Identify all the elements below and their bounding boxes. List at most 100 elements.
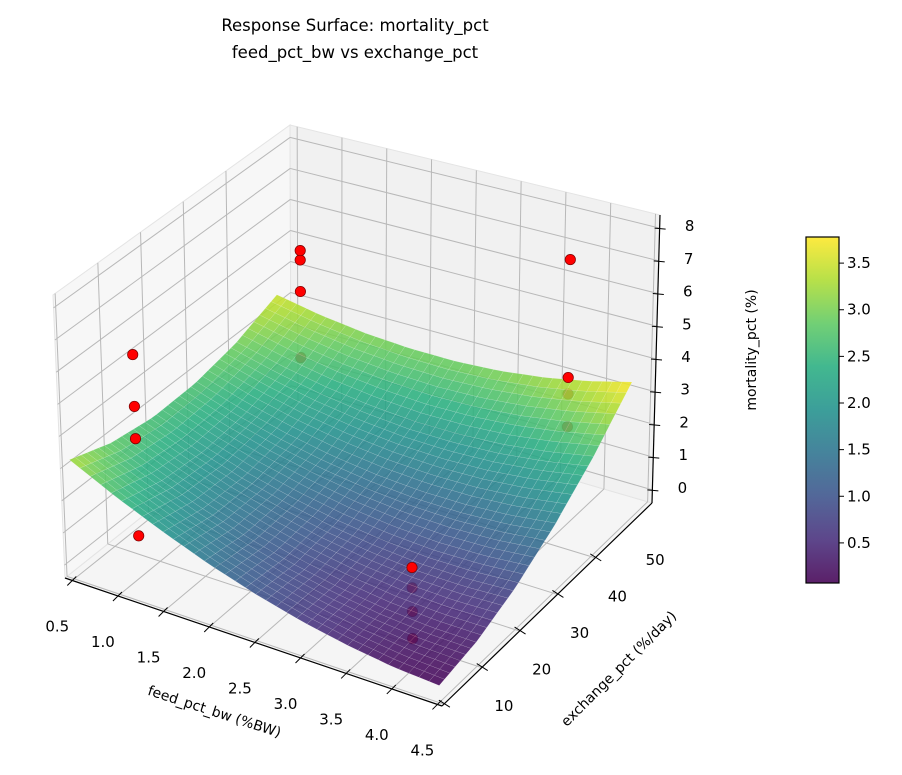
y-tick-mark [476, 663, 488, 672]
y-tick-label: 50 [646, 551, 665, 569]
y-tick-mark [438, 699, 451, 708]
y-tick-mark [514, 626, 526, 635]
colorbar-tick-label: 2.0 [847, 394, 871, 412]
x-axis-line [64, 577, 443, 707]
x-tick-label: 3.0 [274, 695, 298, 713]
gridline [290, 261, 657, 360]
x-tick-label: 1.5 [137, 649, 161, 667]
axis-lines [64, 214, 666, 710]
colorbar-tick-label: 1.0 [847, 487, 871, 505]
x-tick-label: 4.5 [410, 742, 434, 760]
surface-patch [460, 638, 477, 649]
gridline [290, 229, 658, 327]
z-tick-mark [648, 456, 660, 459]
x-tick-mark [112, 591, 123, 602]
gridline [437, 501, 648, 705]
z-tick-mark [649, 423, 661, 426]
z-tick-label: 7 [684, 250, 694, 268]
surface-patch [518, 554, 535, 566]
gridline [57, 230, 291, 405]
x-tick-mark [340, 669, 351, 679]
colorbar-tick-label: 0.5 [847, 534, 871, 552]
x-tick-label: 1.0 [91, 633, 115, 651]
gridline [290, 198, 658, 295]
x-tick-label: 2.5 [228, 680, 252, 698]
z-tick-label: 1 [679, 446, 689, 464]
data-point [129, 433, 142, 445]
gridline [290, 292, 656, 393]
x-tick-mark [66, 576, 77, 586]
x-tick-mark [203, 622, 214, 633]
x-tick-mark [432, 700, 442, 710]
colorbar-tick-label: 3.5 [847, 254, 871, 272]
chart-subtitle: feed_pct_bw vs exchange_pct [232, 43, 479, 63]
gridline [290, 167, 659, 262]
gridline [289, 136, 660, 229]
y-tick-label: 30 [570, 624, 589, 642]
y-tick-label: 20 [532, 661, 551, 679]
y-tick-label: 10 [494, 697, 513, 715]
x-tick-mark [386, 684, 397, 695]
data-point [562, 371, 574, 384]
colorbar-tick-label: 2.5 [847, 347, 871, 365]
z-tick-mark [651, 325, 663, 328]
z-tick-mark [650, 358, 663, 361]
x-tick-label: 3.5 [319, 711, 343, 729]
surface [68, 294, 633, 686]
surface-patch [524, 546, 541, 558]
colorbar: 0.5 1.0 1.5 2.0 2.5 3.0 3.5 [805, 236, 871, 584]
surface-patch [588, 434, 605, 446]
z-tick-label: 6 [683, 283, 693, 301]
data-point [406, 561, 418, 574]
surface-patch [540, 521, 557, 533]
z-tick-mark [653, 260, 665, 263]
data-point [294, 285, 306, 298]
gridline [66, 575, 445, 705]
colorbar-tick-label: 3.0 [847, 301, 871, 319]
x-axis-label: feed_pct_bw (%BW) [146, 683, 283, 741]
data-point [127, 349, 139, 361]
surface-patch [583, 444, 600, 457]
data-point [294, 245, 306, 257]
gridline [60, 292, 291, 470]
colorbar-tick-label: 1.5 [847, 441, 871, 459]
gridline [53, 137, 291, 309]
colorbar-gradient [805, 236, 840, 584]
surface-patch [502, 579, 519, 591]
data-point [564, 254, 576, 266]
gridline [54, 168, 291, 341]
scatter-points-front [127, 245, 576, 574]
x-tick-mark [158, 607, 168, 617]
z-tick-mark [650, 391, 662, 394]
z-axis-label: mortality_pct (%) [744, 289, 760, 410]
surface-patch [561, 483, 578, 495]
tick-labels: 0.5 1.0 1.5 2.0 2.5 3.0 3.5 4.0 4.5 10 20 30 40 50 0 1 2… [45, 217, 694, 759]
data-point [294, 254, 306, 266]
x-tick-label: 0.5 [45, 618, 69, 636]
chart-title: Response Surface: mortality_pct [221, 16, 489, 36]
gridline [55, 199, 291, 373]
y-axis-line [441, 502, 653, 707]
x-tick-mark [249, 638, 260, 648]
z-tick-mark [652, 293, 664, 296]
y-tick-mark [589, 553, 602, 562]
surface-patch [455, 644, 472, 655]
surface-patch [577, 455, 595, 467]
z-tick-mark [654, 227, 666, 230]
surface-patch [545, 511, 562, 524]
z-tick-label: 4 [681, 348, 691, 366]
surface-patch [599, 412, 616, 425]
data-point [133, 530, 145, 542]
surface-patch [529, 538, 546, 550]
y-tick-mark [552, 590, 564, 598]
surface-patch [616, 381, 633, 393]
z-tick-label: 0 [678, 479, 688, 497]
surface-patch [486, 602, 504, 614]
y-tick-label: 40 [608, 587, 627, 605]
z-tick-mark [647, 489, 659, 492]
surface-patch [465, 631, 482, 643]
data-point [128, 400, 140, 412]
surface-patch [594, 423, 611, 436]
surface-patch [534, 529, 551, 541]
z-tick-label: 5 [682, 315, 692, 333]
